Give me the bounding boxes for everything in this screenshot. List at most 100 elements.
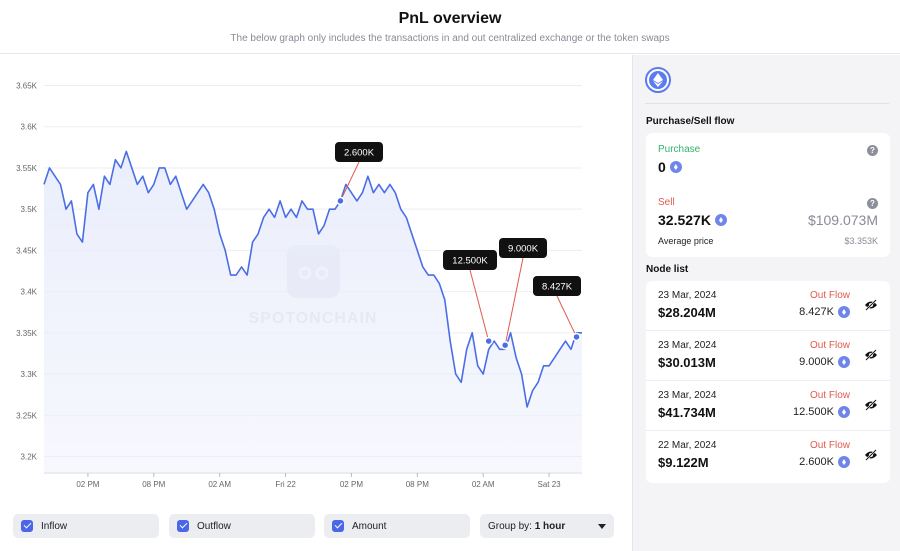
help-icon[interactable]: ? <box>867 198 878 209</box>
y-tick-label: 3.35K <box>16 329 38 338</box>
purchase-label: Purchase <box>658 144 701 155</box>
inflow-checkbox[interactable] <box>21 520 33 532</box>
node-amount: 8.427K <box>799 306 850 318</box>
node-item[interactable]: 23 Mar, 2024 $28.204M Out Flow 8.427K <box>646 281 890 331</box>
x-tick-label: 02 AM <box>208 480 231 489</box>
side-panel: Purchase/Sell flow Purchase ? 0 Sell ? 3… <box>632 55 900 551</box>
eth-coin-icon <box>838 406 850 418</box>
inflow-label: Inflow <box>41 520 68 532</box>
group-by-value: 1 hour <box>534 520 566 532</box>
eth-coin-icon <box>838 456 850 468</box>
x-tick-label: Fri 22 <box>275 480 296 489</box>
annotation-tooltip <box>443 250 497 270</box>
y-tick-label: 3.65K <box>16 81 38 90</box>
node-amount-text: 9.000K <box>799 356 834 368</box>
amount-toggle[interactable]: Amount <box>324 514 470 538</box>
average-price-value: $3.353K <box>844 236 878 246</box>
annotation-point <box>500 340 510 350</box>
page-header: PnL overview The below graph only includ… <box>0 0 900 54</box>
annotation-connector <box>504 257 524 346</box>
node-date: 23 Mar, 2024 <box>658 340 717 351</box>
purchase-amount: 0 <box>658 159 666 175</box>
node-date: 22 Mar, 2024 <box>658 440 717 451</box>
node-date: 23 Mar, 2024 <box>658 390 717 401</box>
annotation-point <box>572 332 581 342</box>
y-tick-label: 3.55K <box>16 164 38 173</box>
average-price-label: Average price <box>658 236 714 246</box>
sell-value: 32.527K <box>658 212 727 228</box>
y-tick-label: 3.4K <box>21 288 38 297</box>
annotation-tooltip <box>499 238 547 258</box>
pnl-chart-svg[interactable]: 3.2K 3.25K 3.3K 3.35K 3.4K 3.45K 3.5K 3.55K 3.6K… <box>0 55 632 495</box>
group-by-select[interactable]: Group by: 1 hour <box>480 514 614 538</box>
node-usd: $41.734M <box>658 405 716 420</box>
chevron-down-icon <box>598 523 606 529</box>
eth-coin-icon <box>838 356 850 368</box>
eye-off-icon[interactable] <box>864 399 878 411</box>
x-tick-label: 02 PM <box>340 480 363 489</box>
node-usd: $30.013M <box>658 355 716 370</box>
group-by-label: Group by: <box>488 520 532 532</box>
ethereum-icon <box>645 67 671 93</box>
y-tick-label: 3.25K <box>16 411 38 420</box>
annotation-point <box>484 336 493 346</box>
y-tick-label: 3.3K <box>21 370 38 379</box>
node-item[interactable]: 23 Mar, 2024 $30.013M Out Flow 9.000K <box>646 331 890 381</box>
annotation-label: 8.427K <box>542 282 573 293</box>
node-flow: Out Flow <box>809 440 850 451</box>
node-amount: 12.500K <box>793 406 850 418</box>
outflow-label: Outflow <box>197 520 231 532</box>
x-tick-label: 08 PM <box>406 480 429 489</box>
node-flow: Out Flow <box>809 340 850 351</box>
amount-checkbox[interactable] <box>332 520 344 532</box>
eth-coin-icon <box>669 161 682 173</box>
purchase-sell-title: Purchase/Sell flow <box>646 116 735 127</box>
eth-coin-icon <box>714 214 727 226</box>
sell-amount: 32.527K <box>658 212 711 228</box>
page-title: PnL overview <box>398 10 502 27</box>
group-by-text: Group by: 1 hour <box>488 521 565 532</box>
inflow-toggle[interactable]: Inflow <box>13 514 159 538</box>
divider <box>645 103 889 104</box>
x-tick-label: 02 PM <box>76 480 99 489</box>
node-item[interactable]: 23 Mar, 2024 $41.734M Out Flow 12.500K <box>646 381 890 431</box>
node-date: 23 Mar, 2024 <box>658 290 717 301</box>
annotation-point <box>336 196 345 206</box>
annotation-connector <box>556 295 577 338</box>
amount-label: Amount <box>352 520 387 532</box>
purchase-sell-card: Purchase ? 0 Sell ? 32.527K $109.073M Av… <box>646 133 890 257</box>
y-tick-label: 3.2K <box>21 453 38 462</box>
series-line <box>43 150 582 408</box>
outflow-toggle[interactable]: Outflow <box>169 514 315 538</box>
pnl-chart[interactable]: 3.2K 3.25K 3.3K 3.35K 3.4K 3.45K 3.5K 3.55K 3.6K… <box>0 55 632 495</box>
annotation-label: 12.500K <box>452 256 488 267</box>
node-flow: Out Flow <box>809 290 850 301</box>
outflow-checkbox[interactable] <box>177 520 189 532</box>
node-list-title: Node list <box>646 264 689 275</box>
node-usd: $28.204M <box>658 305 716 320</box>
y-tick-label: 3.5K <box>21 205 38 214</box>
annotation-label: 2.600K <box>344 148 375 159</box>
node-amount: 2.600K <box>799 456 850 468</box>
chart-controls: Inflow Outflow Amount Group by: 1 hour <box>0 505 632 551</box>
help-icon[interactable]: ? <box>867 145 878 156</box>
page-subtitle: The below graph only includes the transa… <box>230 33 670 44</box>
eye-off-icon[interactable] <box>864 299 878 311</box>
node-item[interactable]: 22 Mar, 2024 $9.122M Out Flow 2.600K <box>646 431 890 481</box>
series-area <box>44 151 582 473</box>
eye-off-icon[interactable] <box>864 449 878 461</box>
eye-off-icon[interactable] <box>864 349 878 361</box>
sell-usd: $109.073M <box>807 212 878 228</box>
sell-label: Sell <box>658 197 675 208</box>
node-usd: $9.122M <box>658 455 709 470</box>
y-tick-label: 3.6K <box>21 123 38 132</box>
node-flow: Out Flow <box>809 390 850 401</box>
x-tick-label: 08 PM <box>142 480 165 489</box>
annotation-connector <box>339 161 360 202</box>
node-amount-text: 12.500K <box>793 406 834 418</box>
annotation-tooltip <box>533 276 581 296</box>
x-tick-label: 02 AM <box>472 480 495 489</box>
x-tick-label: Sat 23 <box>537 480 561 489</box>
eth-coin-icon <box>838 306 850 318</box>
annotation-tooltip <box>335 142 383 162</box>
